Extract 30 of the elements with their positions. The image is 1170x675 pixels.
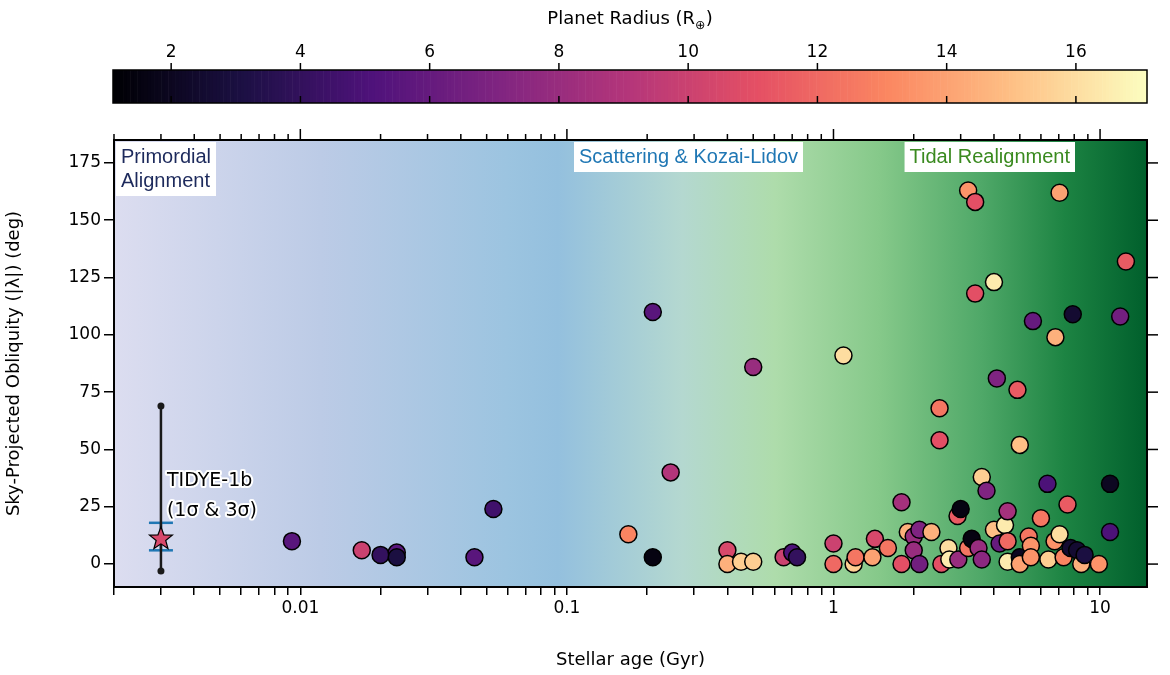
point — [148, 526, 173, 550]
color-bar-label: 6 — [424, 40, 436, 61]
y-tick-label: 75 — [79, 380, 101, 401]
x-tick-label: 0.1 — [553, 596, 581, 617]
color-bar-label: 2 — [165, 40, 177, 61]
annotation: Tidal Realignment — [909, 144, 1071, 167]
color-bar-label: 8 — [553, 40, 565, 61]
y-axis-title: Sky-Projected Obliquity (|λ|) (deg) — [2, 210, 24, 517]
color-bar-label: 14 — [935, 40, 958, 61]
y-tick-label: 100 — [68, 323, 101, 344]
color-bar-label: 16 — [1065, 40, 1087, 61]
color-bar-label: 4 — [295, 40, 306, 61]
x-axis-title: Stellar age (Gyr) — [555, 647, 706, 669]
x-tick-label: 0.01 — [281, 596, 320, 617]
y-tick-label: 0 — [90, 552, 101, 573]
y-tick-label: 25 — [79, 495, 101, 516]
point — [157, 567, 165, 575]
x-tick-label: 1 — [828, 596, 839, 617]
color-bar-title: Planet Radius (R⊕) — [547, 7, 713, 33]
x-tick-label: 10 — [1089, 596, 1111, 617]
color-bar-label: 10 — [677, 40, 699, 61]
annotation: TIDYE-1b (1σ & 3σ) — [165, 467, 257, 520]
y-tick-label: 175 — [68, 151, 101, 172]
color-bar-label: 12 — [806, 40, 829, 61]
point — [157, 402, 165, 410]
y-tick-label: 50 — [79, 437, 101, 458]
y-tick-label: 125 — [68, 265, 101, 286]
y-tick-label: 150 — [68, 208, 101, 229]
annotation: Primordial Alignment — [121, 144, 212, 191]
annotation: Scattering & Kozai-Lidov — [579, 144, 799, 167]
